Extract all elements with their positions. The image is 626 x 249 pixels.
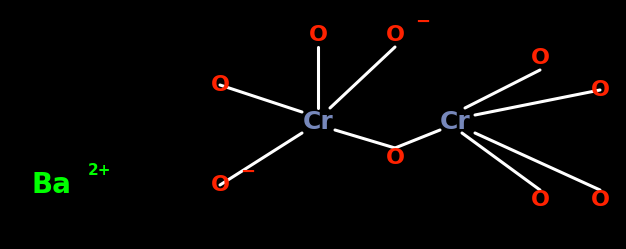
Text: O: O	[386, 25, 404, 45]
Text: O: O	[530, 190, 550, 210]
Text: 2+: 2+	[88, 163, 111, 178]
Text: Cr: Cr	[302, 110, 334, 134]
Text: O: O	[309, 25, 327, 45]
Text: Ba: Ba	[32, 171, 72, 199]
Text: O: O	[590, 190, 610, 210]
Text: O: O	[210, 75, 230, 95]
Text: Cr: Cr	[439, 110, 470, 134]
Text: O: O	[210, 175, 230, 195]
Text: O: O	[590, 80, 610, 100]
Text: O: O	[386, 148, 404, 168]
Text: −: −	[240, 163, 255, 181]
Text: −: −	[415, 13, 430, 31]
Text: O: O	[530, 48, 550, 68]
